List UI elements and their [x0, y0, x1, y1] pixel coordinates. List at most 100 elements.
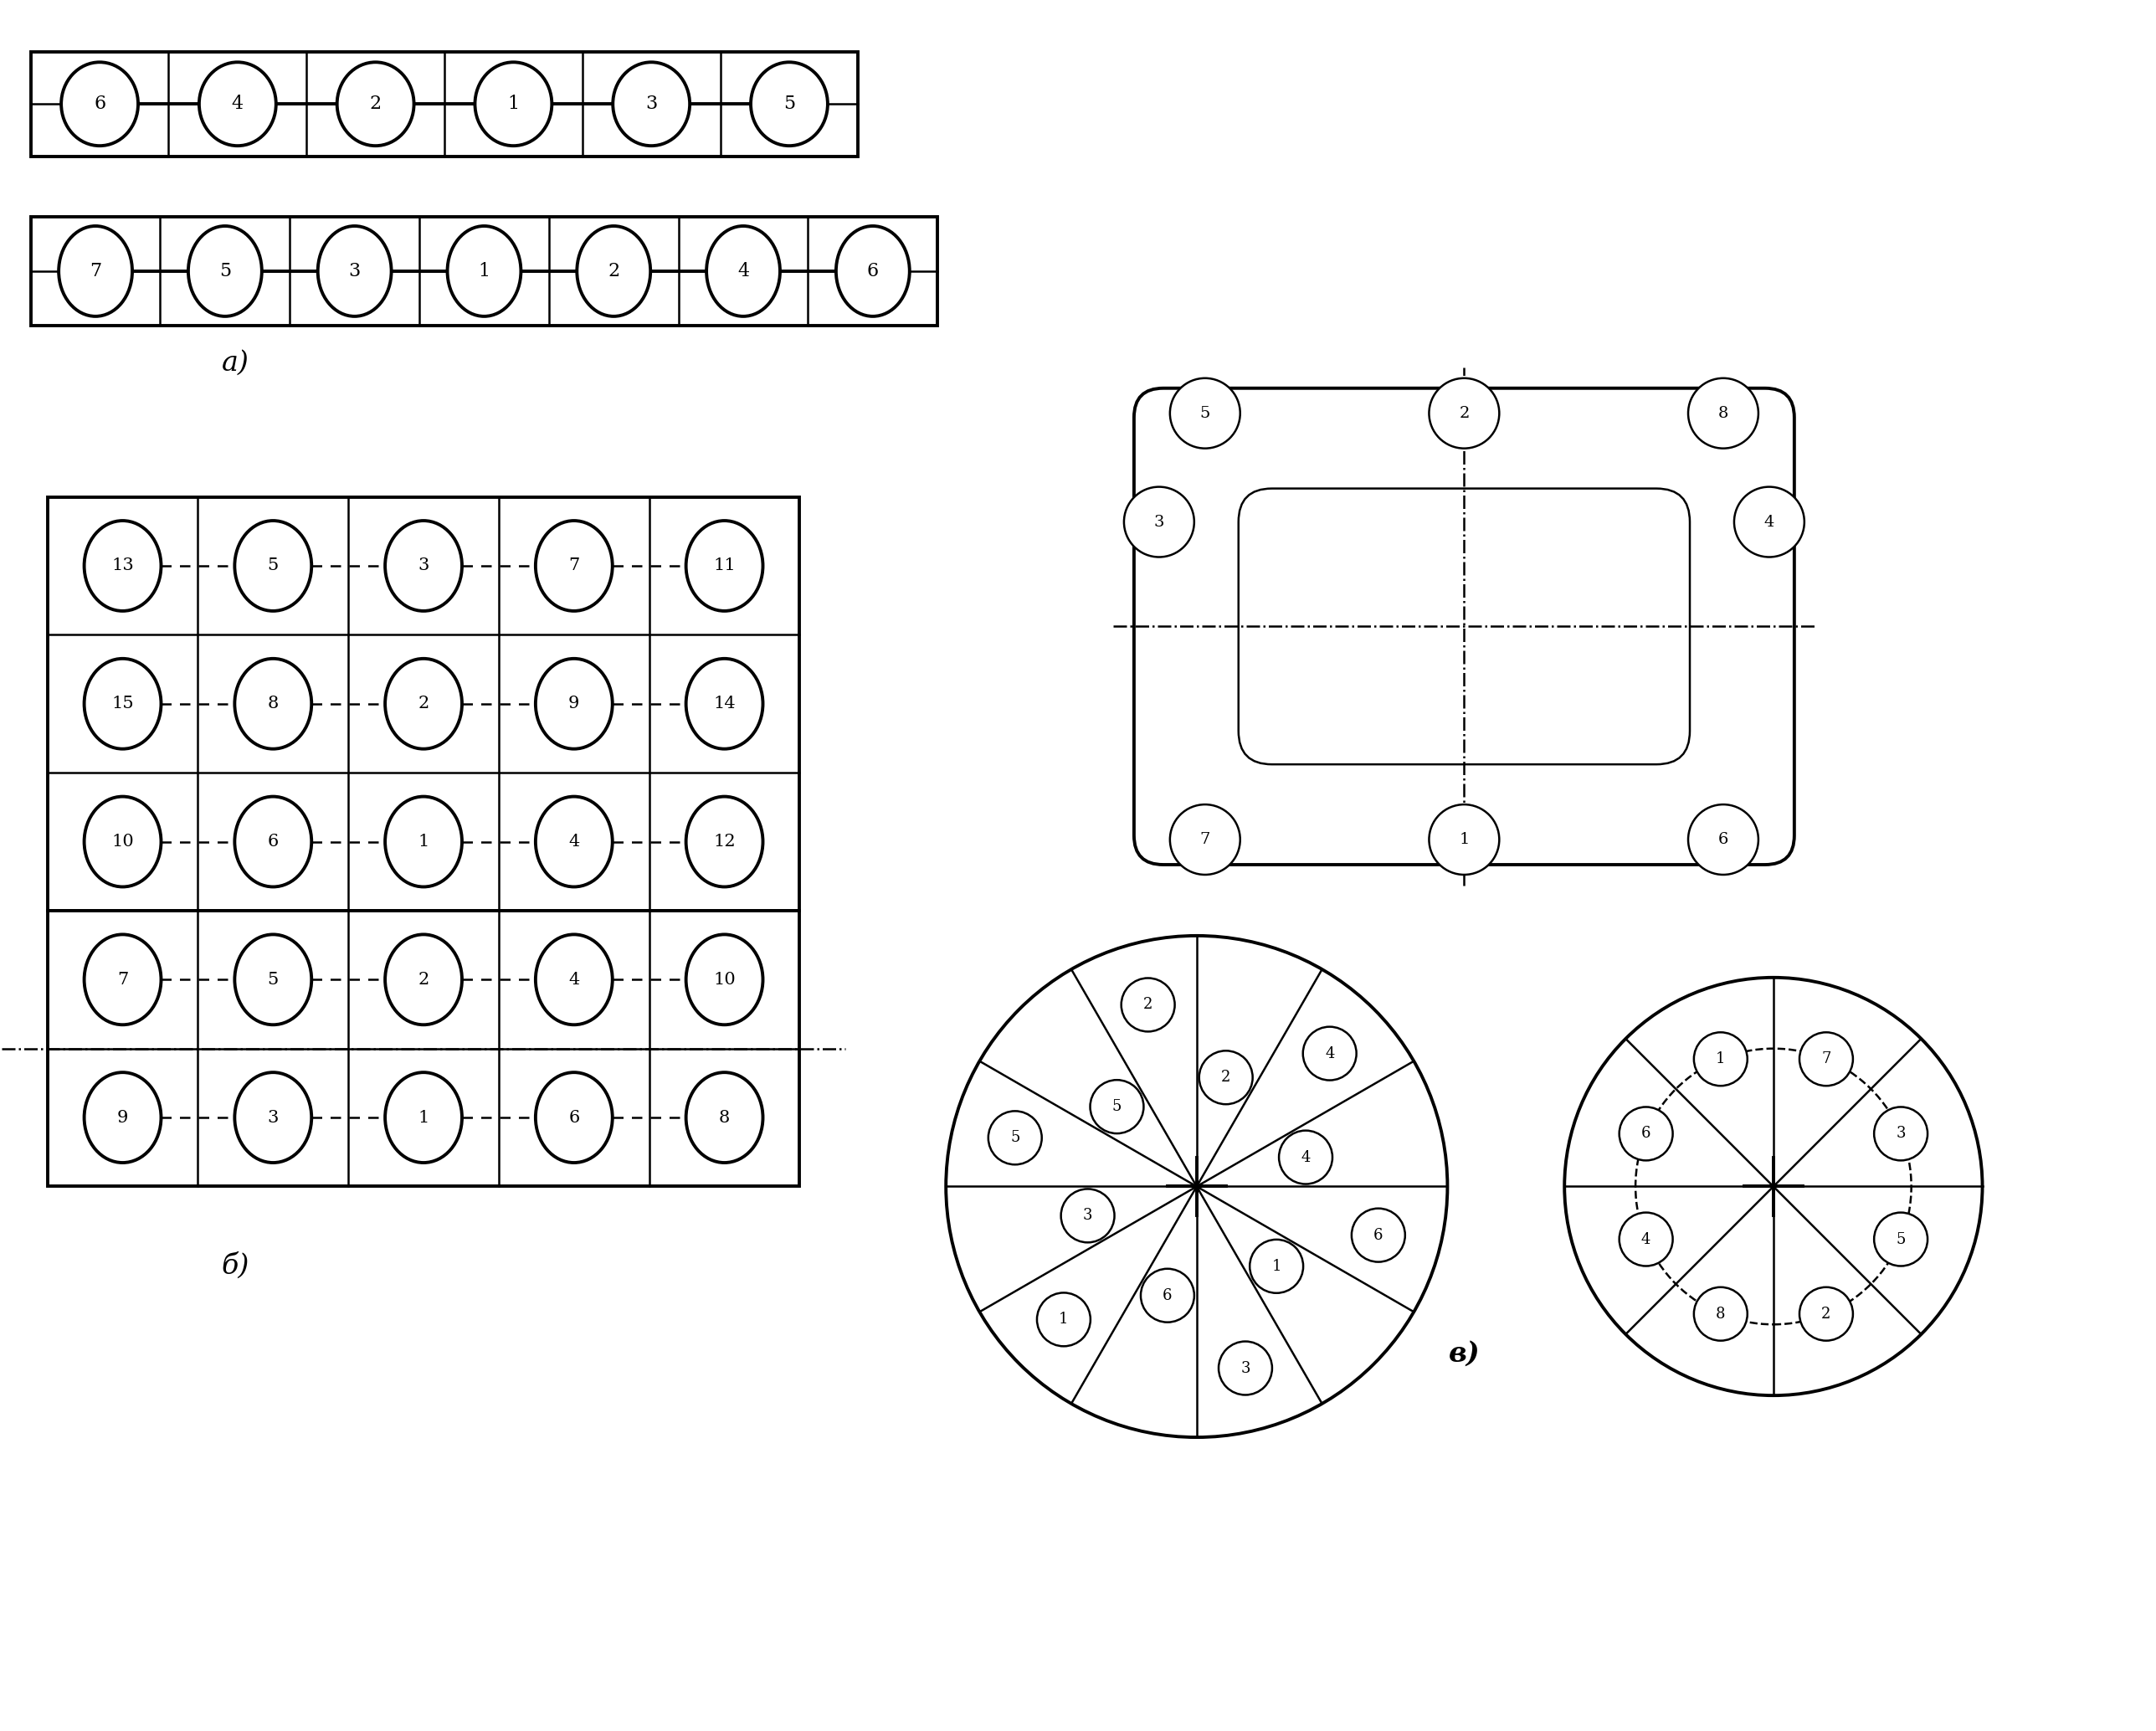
Ellipse shape [686, 521, 763, 611]
Text: 3: 3 [1240, 1361, 1250, 1376]
Ellipse shape [1352, 1208, 1406, 1262]
Ellipse shape [188, 227, 261, 317]
Ellipse shape [686, 935, 763, 1025]
Ellipse shape [1695, 1288, 1746, 1342]
Ellipse shape [1171, 377, 1240, 448]
Text: 3: 3 [267, 1110, 278, 1125]
Text: 6: 6 [267, 834, 278, 850]
Text: 7: 7 [1201, 833, 1210, 846]
Text: 7: 7 [569, 557, 580, 573]
FancyBboxPatch shape [1134, 388, 1794, 866]
Ellipse shape [1141, 1269, 1194, 1322]
Text: 3: 3 [349, 261, 360, 280]
Ellipse shape [837, 227, 910, 317]
Ellipse shape [1874, 1212, 1927, 1265]
Text: 8: 8 [1718, 405, 1729, 421]
Ellipse shape [235, 1073, 310, 1163]
Ellipse shape [707, 227, 780, 317]
Ellipse shape [1171, 805, 1240, 874]
Text: 7: 7 [91, 261, 101, 280]
Text: 4: 4 [569, 834, 580, 850]
Ellipse shape [686, 658, 763, 750]
Text: 7: 7 [116, 971, 127, 988]
Text: 5: 5 [783, 95, 796, 113]
Ellipse shape [535, 658, 612, 750]
Ellipse shape [1874, 1106, 1927, 1160]
Text: 2: 2 [418, 971, 429, 988]
Ellipse shape [535, 935, 612, 1025]
Text: 9: 9 [569, 696, 580, 711]
Text: 7: 7 [1822, 1051, 1830, 1066]
Text: 2: 2 [1460, 405, 1470, 421]
Ellipse shape [578, 227, 651, 317]
Text: 14: 14 [714, 696, 735, 711]
Text: 4: 4 [1300, 1149, 1311, 1165]
Text: 4: 4 [569, 971, 580, 988]
Text: 6: 6 [569, 1110, 580, 1125]
Bar [47, 497, 800, 911]
Ellipse shape [84, 658, 162, 750]
Text: 2: 2 [418, 696, 429, 711]
Ellipse shape [386, 1073, 461, 1163]
Text: 6: 6 [1162, 1288, 1173, 1303]
Text: 5: 5 [1895, 1232, 1906, 1246]
Text: 13: 13 [112, 557, 134, 573]
Ellipse shape [1123, 486, 1194, 557]
Text: 2: 2 [369, 95, 382, 113]
FancyBboxPatch shape [1238, 488, 1690, 765]
Text: 4: 4 [231, 95, 244, 113]
Ellipse shape [84, 1073, 162, 1163]
Text: 3: 3 [418, 557, 429, 573]
Text: б): б) [222, 1253, 250, 1279]
Text: 1: 1 [1059, 1312, 1069, 1328]
Text: 5: 5 [1112, 1099, 1121, 1115]
Ellipse shape [535, 1073, 612, 1163]
Text: 4: 4 [1641, 1232, 1651, 1246]
Text: 10: 10 [714, 971, 735, 988]
Ellipse shape [235, 658, 310, 750]
Ellipse shape [1619, 1212, 1673, 1265]
Text: 2: 2 [1220, 1070, 1231, 1085]
Text: 5: 5 [220, 261, 231, 280]
Ellipse shape [1800, 1032, 1852, 1085]
Bar [30, 216, 938, 325]
Ellipse shape [1800, 1288, 1852, 1342]
Text: 4: 4 [1326, 1046, 1335, 1061]
Ellipse shape [1302, 1026, 1356, 1080]
Ellipse shape [1429, 805, 1498, 874]
Text: 5: 5 [267, 557, 278, 573]
Bar [47, 911, 800, 1186]
Ellipse shape [84, 796, 162, 886]
Ellipse shape [446, 227, 522, 317]
Circle shape [946, 936, 1447, 1437]
Ellipse shape [686, 796, 763, 886]
Text: 8: 8 [718, 1110, 731, 1125]
Ellipse shape [612, 62, 690, 145]
Text: 5: 5 [1011, 1130, 1020, 1146]
Text: 6: 6 [1718, 833, 1729, 846]
Text: a): a) [222, 350, 250, 377]
Text: 2: 2 [1143, 997, 1153, 1013]
Ellipse shape [1091, 1080, 1143, 1134]
Text: 1: 1 [1272, 1258, 1281, 1274]
Ellipse shape [60, 62, 138, 145]
Text: 3: 3 [645, 95, 658, 113]
Ellipse shape [386, 658, 461, 750]
Ellipse shape [1121, 978, 1175, 1032]
Text: 2: 2 [608, 261, 619, 280]
Ellipse shape [1733, 486, 1805, 557]
Text: 6: 6 [1641, 1127, 1651, 1141]
Text: 1: 1 [479, 261, 489, 280]
Ellipse shape [474, 62, 552, 145]
Text: 3: 3 [1895, 1127, 1906, 1141]
Text: 4: 4 [1764, 514, 1774, 530]
Ellipse shape [1429, 377, 1498, 448]
Ellipse shape [1688, 805, 1759, 874]
Text: 9: 9 [116, 1110, 127, 1125]
Bar [30, 52, 858, 156]
Text: 3: 3 [1082, 1208, 1093, 1224]
Ellipse shape [750, 62, 828, 145]
Text: 1: 1 [1716, 1051, 1725, 1066]
Circle shape [1565, 978, 1981, 1395]
Ellipse shape [1199, 1051, 1253, 1104]
